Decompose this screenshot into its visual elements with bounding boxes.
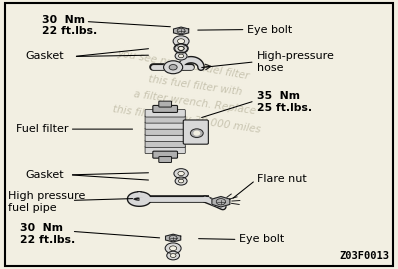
Circle shape xyxy=(175,177,187,185)
Text: this fuel filter with: this fuel filter with xyxy=(148,75,242,98)
Circle shape xyxy=(164,61,183,74)
Text: High-pressure
hose: High-pressure hose xyxy=(257,51,335,73)
Text: High pressure
fuel pipe: High pressure fuel pipe xyxy=(8,191,85,213)
Circle shape xyxy=(194,131,199,135)
Circle shape xyxy=(167,251,179,260)
Circle shape xyxy=(175,52,187,60)
FancyBboxPatch shape xyxy=(145,116,185,123)
FancyBboxPatch shape xyxy=(183,120,209,144)
Text: Flare nut: Flare nut xyxy=(257,174,306,184)
Circle shape xyxy=(170,246,177,251)
Text: 30  Nm
22 ft.lbs.: 30 Nm 22 ft.lbs. xyxy=(20,223,75,245)
Circle shape xyxy=(178,47,184,50)
Circle shape xyxy=(178,54,184,58)
FancyBboxPatch shape xyxy=(159,157,172,162)
Circle shape xyxy=(169,65,177,70)
Text: Gasket: Gasket xyxy=(26,170,64,180)
FancyBboxPatch shape xyxy=(145,134,185,141)
Circle shape xyxy=(174,169,188,178)
Text: Z03F0013: Z03F0013 xyxy=(339,252,389,261)
Circle shape xyxy=(174,44,188,53)
Circle shape xyxy=(173,36,189,47)
Polygon shape xyxy=(212,196,230,207)
Text: Gasket: Gasket xyxy=(26,51,64,62)
FancyBboxPatch shape xyxy=(145,122,185,129)
Text: 35  Nm
25 ft.lbs.: 35 Nm 25 ft.lbs. xyxy=(257,91,312,113)
Circle shape xyxy=(170,254,176,257)
FancyBboxPatch shape xyxy=(145,128,185,135)
FancyBboxPatch shape xyxy=(145,109,185,117)
Circle shape xyxy=(175,44,187,53)
Polygon shape xyxy=(174,27,189,35)
FancyBboxPatch shape xyxy=(153,151,178,158)
Text: this filter every 30,000 miles: this filter every 30,000 miles xyxy=(112,104,262,135)
Circle shape xyxy=(178,179,184,183)
Polygon shape xyxy=(166,234,181,242)
Circle shape xyxy=(165,243,181,254)
Circle shape xyxy=(178,39,185,44)
Circle shape xyxy=(190,129,203,137)
Text: Fuel filter: Fuel filter xyxy=(16,124,68,134)
Circle shape xyxy=(178,171,184,176)
FancyBboxPatch shape xyxy=(145,146,185,154)
Text: you see nut and fuel filter: you see nut and fuel filter xyxy=(116,48,250,81)
Text: a filter wrench. Replace: a filter wrench. Replace xyxy=(133,89,257,116)
FancyBboxPatch shape xyxy=(153,105,178,112)
FancyBboxPatch shape xyxy=(159,101,172,107)
FancyBboxPatch shape xyxy=(145,140,185,147)
Circle shape xyxy=(178,46,184,51)
Text: Eye bolt: Eye bolt xyxy=(247,24,292,35)
Text: Eye bolt: Eye bolt xyxy=(239,234,284,245)
Text: 30  Nm
22 ft.lbs.: 30 Nm 22 ft.lbs. xyxy=(42,15,97,36)
